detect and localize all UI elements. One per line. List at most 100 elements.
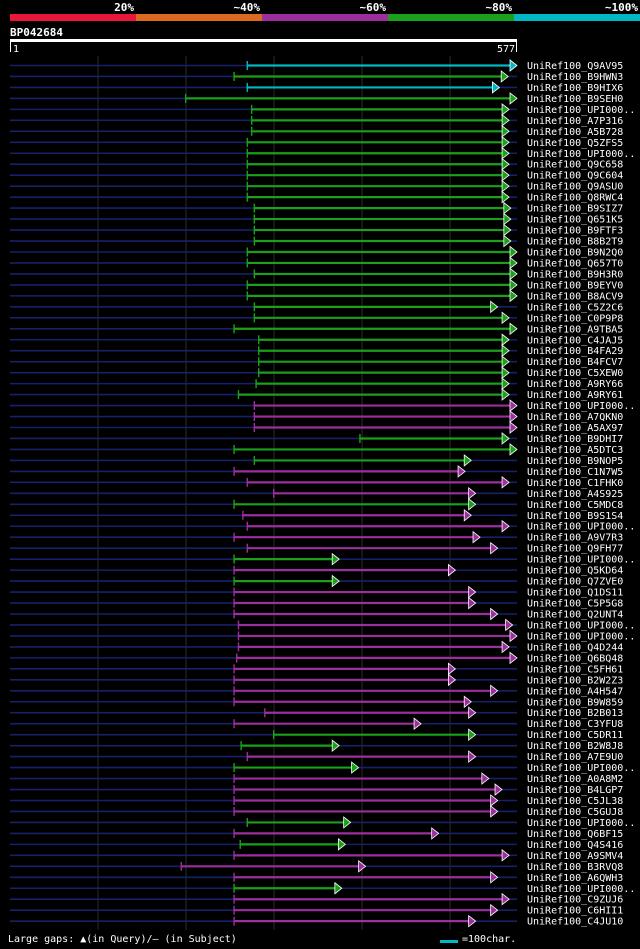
hit-row: UniRef100_C0P9P8 <box>10 311 623 324</box>
hit-label: UniRef100_B9EYV0 <box>527 280 623 291</box>
hit-label: UniRef100_B9HWN3 <box>527 72 623 83</box>
hit-row: UniRef100_B4LGP7 <box>10 783 623 796</box>
hit-row: UniRef100_UPI000.. <box>10 103 635 116</box>
hit-row: UniRef100_B9DHI7 <box>10 432 623 445</box>
hit-row: UniRef100_B2W2Z3 <box>10 673 623 686</box>
hit-row: UniRef100_Q9FH77 <box>10 541 623 555</box>
hit-arrow <box>509 256 518 270</box>
hit-arrow <box>334 881 343 895</box>
legend-swatch <box>514 14 640 21</box>
hit-arrow <box>431 827 440 840</box>
hit-label: UniRef100_B4FCV7 <box>527 357 623 368</box>
hit-label: UniRef100_Q657T0 <box>527 258 623 269</box>
hit-arrow <box>501 168 510 182</box>
hit-label: UniRef100_UPI000.. <box>527 522 635 533</box>
hit-row: UniRef100_UPI000.. <box>10 761 635 774</box>
hit-label: UniRef100_UPI000.. <box>527 401 635 412</box>
hit-arrow <box>472 530 481 544</box>
hit-row: UniRef100_A7QKN0 <box>10 410 623 423</box>
hit-label: UniRef100_Q8RWC4 <box>527 193 623 204</box>
hit-arrow <box>509 421 518 434</box>
hit-arrow <box>351 761 360 774</box>
hit-label: UniRef100_C5MDC8 <box>527 500 623 511</box>
hit-arrow <box>490 794 499 807</box>
scale-start-label: 1 <box>13 44 19 55</box>
hit-label: UniRef100_Q6BF15 <box>527 829 623 840</box>
hit-label: UniRef100_Q4D244 <box>527 642 623 653</box>
hit-arrow <box>509 289 518 303</box>
hit-label: UniRef100_UPI000.. <box>527 620 635 631</box>
hit-label: UniRef100_Q9FH77 <box>527 544 623 555</box>
hit-arrow <box>490 805 499 818</box>
hit-arrow <box>457 465 466 478</box>
hit-label: UniRef100_Q9ASU0 <box>527 182 623 193</box>
hit-row: UniRef100_Q2UNT4 <box>10 607 623 621</box>
hit-label: UniRef100_A7QKN0 <box>527 412 623 423</box>
hit-label: UniRef100_A9TBA5 <box>527 324 623 335</box>
hit-arrow <box>343 816 352 829</box>
hit-row: UniRef100_B9N2Q0 <box>10 245 623 259</box>
hit-arrow <box>481 772 490 785</box>
hit-row: UniRef100_Q8RWC4 <box>10 190 623 204</box>
hit-label: UniRef100_Q5ZFS5 <box>527 138 623 149</box>
hit-label: UniRef100_A7E9U0 <box>527 752 623 763</box>
hit-arrow <box>358 859 367 873</box>
hit-row: UniRef100_B9H3R0 <box>10 267 623 280</box>
hit-row: UniRef100_Q1DS11 <box>10 585 623 599</box>
hit-arrow <box>468 706 477 720</box>
hit-label: UniRef100_B9NOP5 <box>527 456 623 467</box>
hit-arrow <box>331 739 340 752</box>
hit-label: UniRef100_C5Z2C6 <box>527 302 623 313</box>
hit-label: UniRef100_A9RY66 <box>527 379 623 390</box>
hit-row: UniRef100_A9RY66 <box>10 377 623 390</box>
hit-arrow <box>491 81 501 94</box>
hit-label: UniRef100_C9ZUJ6 <box>527 895 623 906</box>
hit-row: UniRef100_A7E9U0 <box>10 750 623 763</box>
hit-label: UniRef100_B9DHI7 <box>527 434 623 445</box>
hit-row: UniRef100_C5DR11 <box>10 728 623 741</box>
legend-label: ~60% <box>360 1 387 14</box>
hit-label: UniRef100_B9SEH0 <box>527 94 623 105</box>
hit-label: UniRef100_C1FHK0 <box>527 478 623 489</box>
hit-arrow <box>501 124 510 138</box>
hit-row: UniRef100_B4FCV7 <box>10 355 623 368</box>
hit-row: UniRef100_C9ZUJ6 <box>10 892 623 906</box>
hit-label: UniRef100_UPI000.. <box>527 631 635 642</box>
hit-arrow <box>501 892 510 906</box>
identity-legend: 20% ~40% ~60% ~80% ~100% <box>10 1 640 21</box>
hit-arrow <box>509 245 518 259</box>
hit-label: UniRef100_B9SIZ7 <box>527 204 623 215</box>
hit-arrow <box>501 519 510 533</box>
hit-label: UniRef100_Q7ZVE0 <box>527 577 623 588</box>
hit-arrow <box>468 596 477 610</box>
hit-label: UniRef100_C1N7W5 <box>527 467 623 478</box>
hit-arrow <box>509 443 518 456</box>
hit-arrow <box>501 114 510 127</box>
scale-end-label: 577 <box>497 44 515 55</box>
hit-label: UniRef100_C4JAJ5 <box>527 335 623 346</box>
hit-label: UniRef100_A4S925 <box>527 489 623 500</box>
hit-label: UniRef100_C5P5G8 <box>527 599 623 610</box>
hit-arrow <box>490 300 499 314</box>
hit-row: UniRef100_C5P5G8 <box>10 596 623 610</box>
hit-label: UniRef100_A5B728 <box>527 127 623 138</box>
hit-row: UniRef100_B9NOP5 <box>10 454 623 467</box>
legend-label: ~40% <box>234 1 261 14</box>
hit-row: UniRef100_A6QWH3 <box>10 870 623 884</box>
hit-row: UniRef100_B9HIX6 <box>10 81 623 94</box>
hit-arrow <box>447 563 457 577</box>
hit-arrow <box>501 157 510 171</box>
legend-label: ~100% <box>605 1 638 14</box>
hit-arrow <box>501 344 510 358</box>
hit-label: UniRef100_Q9AV95 <box>527 61 623 72</box>
legend-swatch <box>388 14 514 21</box>
hit-row: UniRef100_UPI000.. <box>10 618 635 631</box>
hit-arrow <box>501 190 510 204</box>
hit-arrow <box>490 684 499 698</box>
hit-row: UniRef100_Q6BQ48 <box>10 651 623 664</box>
hit-label: UniRef100_B8ACV9 <box>527 291 623 302</box>
hit-row: UniRef100_B9W859 <box>10 695 623 708</box>
hit-label: UniRef100_A5DTC3 <box>527 445 623 456</box>
hit-arrow <box>468 487 477 500</box>
